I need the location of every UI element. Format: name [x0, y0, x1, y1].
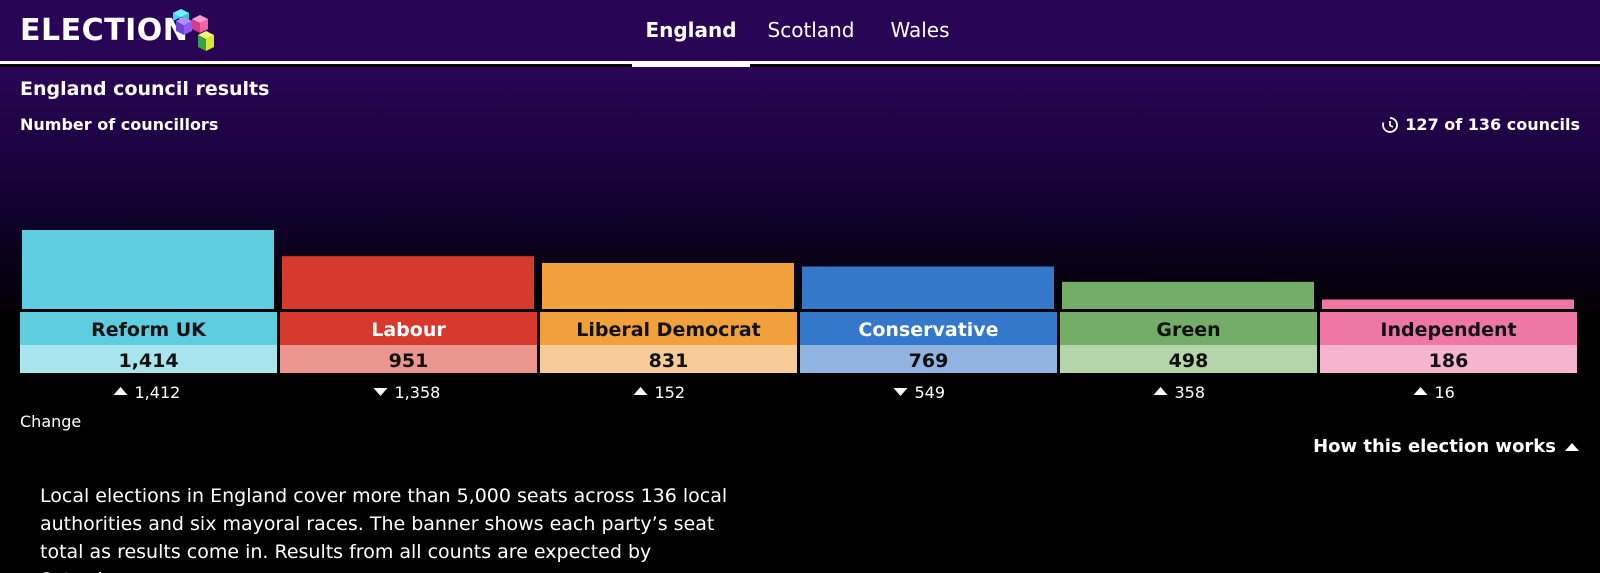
seat-change-value-3: 549 [915, 383, 946, 400]
seat-total-box-5 [1320, 345, 1577, 373]
bar-5 [1322, 299, 1574, 309]
party-name-box-0 [20, 312, 277, 345]
triangle-down-icon [373, 388, 388, 396]
party-name-label-2: Liberal Democrat [576, 319, 760, 341]
party-name-label-5: Independent [1380, 319, 1516, 341]
triangle-up-icon [633, 387, 648, 395]
seat-total-label-1: 951 [389, 350, 429, 372]
bar-3 [802, 266, 1054, 309]
seat-change-2: 152 [633, 383, 686, 400]
party-name-label-0: Reform UK [91, 319, 207, 341]
chart-subtitle: Number of councillors [20, 115, 219, 134]
bar-0 [22, 230, 274, 309]
seat-change-value-2: 152 [655, 383, 686, 400]
party-name-box-4 [1060, 312, 1317, 345]
seat-change-value-4: 358 [1175, 383, 1206, 400]
election-logo-text[interactable]: ELECTION [20, 13, 189, 48]
triangle-down-icon [893, 388, 908, 396]
seat-total-label-3: 769 [909, 350, 949, 372]
councils-declared-count: 127 of 136 councils [1405, 115, 1580, 134]
how-election-works-toggle[interactable]: How this election works [1313, 436, 1580, 457]
party-name-box-2 [540, 312, 797, 345]
party-name-label-1: Labour [371, 319, 446, 341]
seat-total-label-4: 498 [1169, 350, 1209, 372]
seat-change-4: 358 [1153, 383, 1206, 400]
seat-total-label-2: 831 [649, 350, 689, 372]
top-navigation-bar: ELECTION England Scotland Wales [0, 0, 1600, 67]
progress-clock-icon [1382, 116, 1399, 133]
tab-wales[interactable]: Wales [890, 18, 950, 42]
seat-change-5: 16 [1413, 383, 1455, 400]
seat-total-label-0: 1,414 [118, 350, 178, 372]
election-explainer-text: Local elections in England cover more th… [40, 485, 728, 573]
bar-4 [1062, 281, 1314, 309]
seat-total-label-5: 186 [1429, 350, 1469, 372]
party-name-box-5 [1320, 312, 1577, 345]
seat-change-value-5: 16 [1435, 383, 1455, 400]
triangle-up-icon [113, 387, 128, 395]
how-election-works-label: How this election works [1313, 436, 1556, 457]
seat-total-box-3 [800, 345, 1057, 373]
councils-declared-progress: 127 of 136 councils [1381, 115, 1580, 134]
chevron-up-icon [1565, 442, 1579, 451]
bar-1 [282, 256, 534, 309]
seat-total-box-2 [540, 345, 797, 373]
seat-change-1: 1,358 [373, 383, 441, 400]
change-row-label: Change [20, 412, 82, 431]
seat-total-box-1 [280, 345, 537, 373]
triangle-up-icon [1153, 387, 1168, 395]
page-title: England council results [20, 78, 270, 100]
party-name-box-3 [800, 312, 1057, 345]
party-name-label-4: Green [1156, 319, 1220, 341]
tab-england[interactable]: England [632, 18, 750, 67]
party-name-label-3: Conservative [858, 319, 998, 341]
bar-2 [542, 262, 794, 309]
seat-change-3: 549 [893, 383, 946, 400]
seat-change-value-0: 1,412 [135, 383, 181, 400]
seat-change-0: 1,412 [113, 383, 181, 400]
party-seats-bar-chart: Reform UK 1,414 1,412 Labour 951 1,358 Liberal… [20, 230, 1577, 400]
triangle-up-icon [1413, 387, 1428, 395]
election-cubes-logo-icon [173, 9, 214, 51]
seat-total-box-4 [1060, 345, 1317, 373]
party-name-box-1 [280, 312, 537, 345]
seat-total-box-0 [20, 345, 277, 373]
tab-scotland[interactable]: Scotland [767, 18, 855, 42]
seat-change-value-1: 1,358 [395, 383, 441, 400]
